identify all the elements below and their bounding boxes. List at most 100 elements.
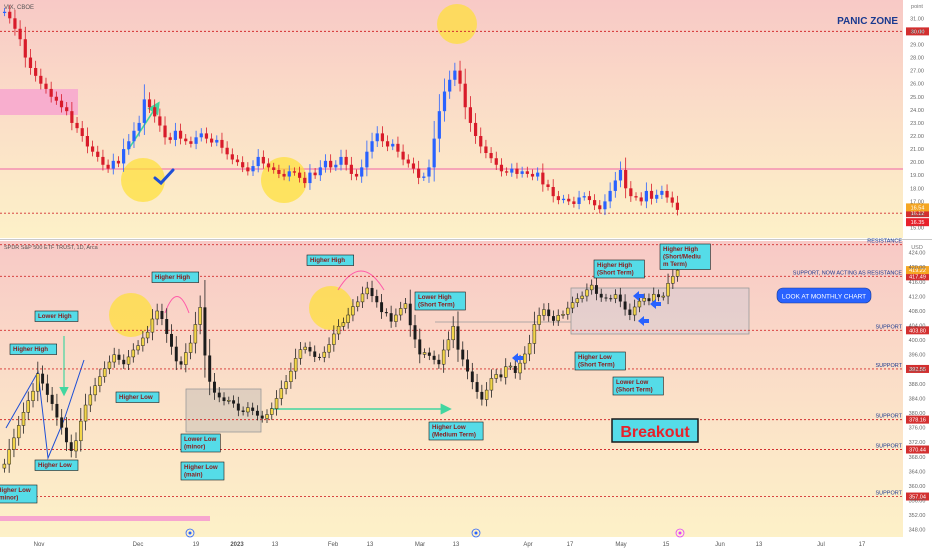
candle-body xyxy=(287,171,291,177)
candle-body xyxy=(230,154,234,160)
candle-body xyxy=(432,138,436,168)
candle-body xyxy=(518,362,522,374)
candle-body xyxy=(173,130,177,140)
candle-body xyxy=(365,151,369,168)
candle-body xyxy=(537,315,541,325)
candle-body xyxy=(494,158,498,165)
candle-body xyxy=(567,198,571,202)
candle-body xyxy=(629,188,633,197)
y-tick-label: 25.00 xyxy=(910,95,924,101)
y-tick-label: 16.00 xyxy=(910,212,924,218)
candle-body xyxy=(79,420,83,442)
candle-body xyxy=(642,297,646,302)
price-tag xyxy=(906,326,929,335)
candle-body xyxy=(360,167,364,177)
candle-body xyxy=(101,156,105,165)
price-tag-label: 403.80 xyxy=(909,328,926,334)
last-value-tag xyxy=(906,266,929,275)
monthly-chart-button-label[interactable]: LOOK AT MONTHLY CHART xyxy=(782,294,866,301)
candle-body xyxy=(499,164,504,172)
candle-body xyxy=(274,398,279,409)
candle-body xyxy=(370,288,374,297)
candle-body xyxy=(80,128,84,136)
last-value-label: 16.35 xyxy=(911,220,925,226)
candle-body xyxy=(647,298,651,302)
price-tag-label: 357.04 xyxy=(909,495,926,501)
candle-body xyxy=(339,156,343,165)
x-tick-label: 2023 xyxy=(230,542,244,548)
candle-body xyxy=(547,309,551,317)
candle-body xyxy=(370,141,374,152)
annotation-label: Lower High xyxy=(34,310,79,322)
candle-body xyxy=(451,326,455,341)
candle-body xyxy=(566,307,570,315)
candle-body xyxy=(649,190,654,199)
candle-body xyxy=(594,285,598,294)
candle-body xyxy=(527,343,532,355)
candle-body xyxy=(580,295,584,299)
candle-body xyxy=(50,394,54,404)
last-value-tag xyxy=(906,203,929,212)
x-tick-label: Jul xyxy=(817,542,825,548)
candle-body xyxy=(354,173,359,177)
x-tick-label: 17 xyxy=(567,542,574,548)
candle-body xyxy=(520,171,524,174)
candle-body xyxy=(463,83,467,108)
candle-body xyxy=(64,427,68,443)
price-tag xyxy=(906,272,929,281)
candle-body xyxy=(179,361,183,365)
candle-body xyxy=(670,197,674,203)
check-mark-icon xyxy=(153,168,175,186)
candle-body xyxy=(561,198,566,201)
candle-body xyxy=(75,122,79,129)
candle-body xyxy=(365,287,369,295)
candle-body xyxy=(232,400,236,404)
candle-body xyxy=(198,307,202,325)
y-tick-label: 17.00 xyxy=(910,199,924,205)
candle-body xyxy=(675,269,680,277)
event-icon xyxy=(185,528,195,538)
svg-text:Higher High: Higher High xyxy=(597,262,632,269)
candle-body xyxy=(385,141,390,147)
candle-body xyxy=(83,404,88,422)
last-value-tag xyxy=(906,218,929,227)
candle-body xyxy=(546,184,550,187)
y-tick-label: 376.00 xyxy=(909,426,926,432)
level-label: SUPPORT xyxy=(876,491,903,497)
candle-body xyxy=(398,308,403,316)
candle-body xyxy=(12,437,16,450)
level-label: SUPPORT xyxy=(876,414,903,420)
candle-body xyxy=(536,172,540,177)
y-tick-label: 368.00 xyxy=(909,455,926,461)
y-tick-label: 31.00 xyxy=(910,16,924,22)
event-icon xyxy=(471,528,481,538)
annotation-label: Lower High(Short Term) xyxy=(414,291,466,311)
candle-body xyxy=(318,356,321,358)
candle-body xyxy=(127,141,131,150)
candle-body xyxy=(380,302,384,313)
candle-body xyxy=(132,130,136,142)
candle-body xyxy=(401,151,405,160)
y-tick-label: 364.00 xyxy=(909,469,926,475)
candle-body xyxy=(194,137,198,144)
svg-text:Higher Low: Higher Low xyxy=(119,394,153,401)
y-tick-label: 388.00 xyxy=(909,382,926,388)
candle-body xyxy=(541,172,545,185)
candle-body xyxy=(26,400,30,413)
candle-body xyxy=(106,164,110,169)
x-tick-label: Nov xyxy=(34,542,45,548)
y-tick-label: 392.00 xyxy=(909,367,926,373)
vix-axis-bg xyxy=(903,0,932,238)
vix-unit-label: point xyxy=(911,4,923,10)
y-tick-label: 29.00 xyxy=(910,42,924,48)
candle-body xyxy=(184,138,188,142)
candle-body xyxy=(322,351,327,358)
x-tick-label: Dec xyxy=(133,542,144,548)
candle-body xyxy=(98,376,102,386)
monthly-chart-button[interactable] xyxy=(776,287,872,304)
breakout-label: Breakout xyxy=(620,424,690,441)
candle-body xyxy=(308,347,312,352)
candle-body xyxy=(332,333,336,345)
svg-text:Higher High: Higher High xyxy=(663,246,698,253)
time-axis-bg xyxy=(0,537,932,550)
